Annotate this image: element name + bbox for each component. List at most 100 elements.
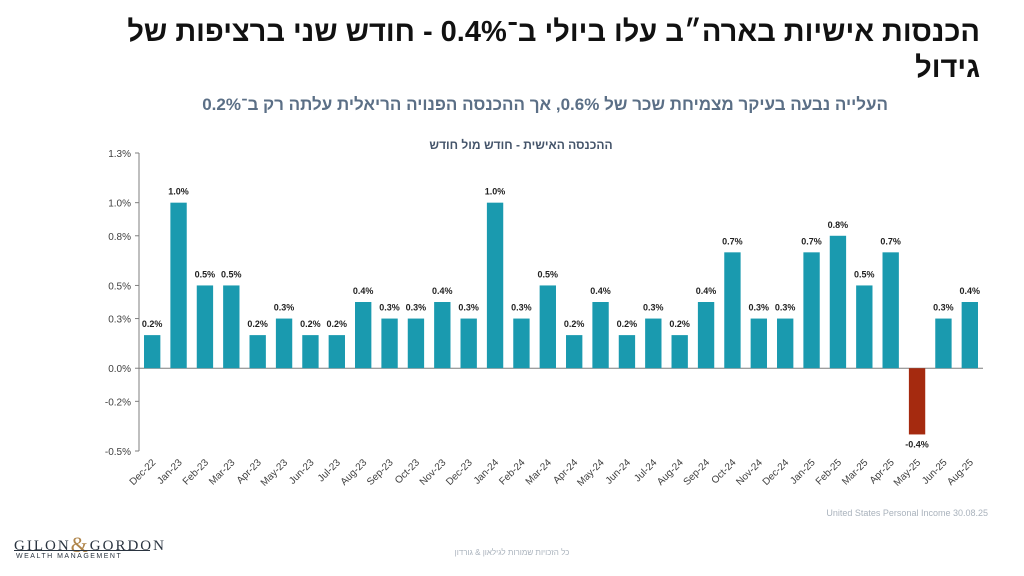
x-tick-label: Jun-24 <box>604 457 634 487</box>
data-label: 0.7% <box>801 236 822 246</box>
data-label: 1.0% <box>168 187 189 197</box>
bar <box>777 318 794 369</box>
x-tick-label: Sep-24 <box>682 457 713 488</box>
bar <box>170 202 187 369</box>
bar <box>513 318 530 369</box>
x-tick-label: Mar-23 <box>207 457 237 487</box>
bar <box>803 252 820 369</box>
y-tick-label: 0.3% <box>108 315 131 326</box>
bar <box>249 335 266 369</box>
x-tick-label: Aug-24 <box>655 457 686 488</box>
page-subtitle: העלייה נבעה בעיקר מצמיחת שכר של 0.6%, אך… <box>202 95 888 114</box>
data-label: 0.4% <box>432 286 453 296</box>
data-label: 0.4% <box>696 286 717 296</box>
x-tick-label: Dec-22 <box>128 457 159 488</box>
data-label: -0.4% <box>905 439 929 449</box>
data-label: 0.3% <box>379 303 400 313</box>
bar <box>223 285 240 369</box>
x-tick-label: Jan-24 <box>472 457 502 487</box>
x-tick-label: Oct-23 <box>393 457 422 486</box>
bar <box>829 235 847 369</box>
x-tick-label: Feb-24 <box>497 457 527 487</box>
x-tick-label: Mar-24 <box>524 457 554 487</box>
bar <box>381 318 398 369</box>
bar <box>592 302 609 369</box>
bar <box>645 318 662 369</box>
y-tick-label: 0.8% <box>108 232 131 243</box>
bar <box>856 285 873 369</box>
bar <box>724 252 741 369</box>
x-tick-label: Mar-25 <box>840 457 870 487</box>
y-tick-label: 1.3% <box>108 149 131 160</box>
data-label: 0.2% <box>564 319 585 329</box>
bar <box>355 302 372 369</box>
data-label: 0.7% <box>880 236 901 246</box>
bar <box>539 285 556 369</box>
data-label: 1.0% <box>485 187 506 197</box>
y-tick-label: -0.2% <box>105 397 131 408</box>
logo-divider <box>14 550 150 551</box>
x-tick-label: Feb-25 <box>814 457 844 487</box>
x-tick-label: Jan-25 <box>788 457 818 487</box>
chart-container: ההכנסה האישית - חודש מול חודש 1.3% 1.0% 0.8… <box>0 130 1024 525</box>
data-label: 0.5% <box>221 269 242 279</box>
bar <box>486 202 504 369</box>
bar <box>908 368 926 435</box>
data-label: 0.2% <box>617 319 638 329</box>
bar <box>302 335 319 369</box>
x-tick-label: Jun-25 <box>920 457 950 487</box>
bar <box>935 318 952 369</box>
data-label: 0.8% <box>828 220 849 230</box>
data-label: 0.5% <box>195 269 216 279</box>
data-label: 0.7% <box>722 236 743 246</box>
page-title: הכנסות אישיות בארה״ב עלו ביולי ב־0.4% - … <box>127 16 980 84</box>
y-tick-label: -0.5% <box>105 447 131 458</box>
footer-copyright: כל הזכויות שמורות לגילאון & גורדון <box>454 548 570 557</box>
data-label: 0.5% <box>854 269 875 279</box>
bar <box>618 335 636 369</box>
data-label: 0.2% <box>247 319 268 329</box>
x-tick-label: Oct-24 <box>710 457 739 486</box>
bar <box>671 335 688 369</box>
bar <box>566 335 583 369</box>
x-tick-label: May-23 <box>259 457 291 489</box>
x-tick-label: Aug-23 <box>339 457 370 488</box>
bar <box>882 252 899 369</box>
data-label: 0.2% <box>142 319 163 329</box>
bar <box>460 318 477 369</box>
data-label: 0.3% <box>775 303 796 313</box>
data-label: 0.5% <box>538 269 559 279</box>
company-logo: GILON&GORDON WEALTH MANAGEMENT <box>14 530 164 564</box>
data-label: 0.3% <box>458 303 479 313</box>
data-label: 0.2% <box>300 319 321 329</box>
x-tick-label: Nov-24 <box>734 457 765 488</box>
bar <box>275 318 293 369</box>
bar <box>750 318 767 369</box>
x-tick-label: Sep-23 <box>365 457 396 488</box>
x-tick-label: Jun-23 <box>287 457 317 487</box>
source-note: United States Personal Income 30.08.25 <box>826 508 988 518</box>
data-label: 0.2% <box>669 319 690 329</box>
x-tick-label: Feb-23 <box>181 457 211 487</box>
bar <box>961 302 978 369</box>
x-tick-label: May-24 <box>575 457 607 489</box>
bar-chart: ההכנסה האישית - חודש מול חודש 1.3% 1.0% 0.8… <box>105 138 983 489</box>
logo-tagline: WEALTH MANAGEMENT <box>16 553 123 560</box>
x-tick-label: Aug-25 <box>945 457 976 488</box>
data-label: 0.3% <box>643 303 664 313</box>
bar <box>328 335 345 369</box>
data-label: 0.3% <box>274 303 295 313</box>
bar <box>144 335 161 369</box>
x-tick-label: Jan-23 <box>155 457 185 487</box>
bar <box>434 302 451 369</box>
x-tick-label: May-25 <box>892 457 924 489</box>
y-tick-label: 0.0% <box>108 364 131 375</box>
data-label: 0.3% <box>406 303 427 313</box>
data-label: 0.2% <box>327 319 348 329</box>
y-tick-label: 1.0% <box>108 199 131 210</box>
bar <box>407 318 425 369</box>
x-tick-label: Nov-23 <box>418 457 449 488</box>
y-tick-label: 0.5% <box>108 281 131 292</box>
data-label: 0.3% <box>511 303 532 313</box>
x-tick-label: Dec-23 <box>444 457 475 488</box>
